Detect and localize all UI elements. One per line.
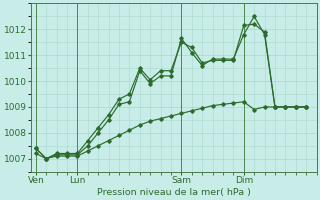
X-axis label: Pression niveau de la mer( hPa ): Pression niveau de la mer( hPa ) (97, 188, 251, 197)
